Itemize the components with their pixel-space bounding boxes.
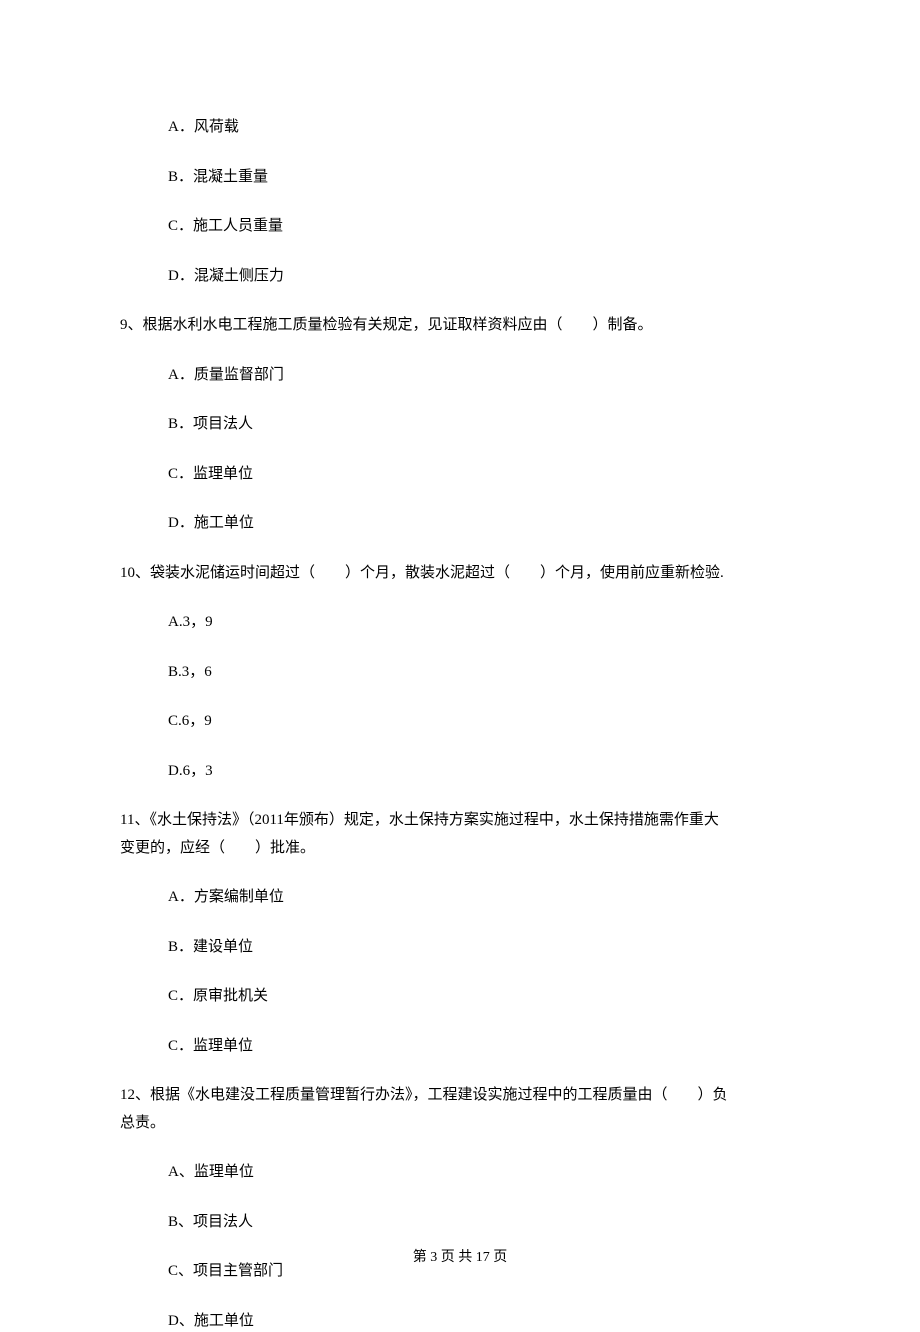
q11-option-c: C．原审批机关 — [120, 985, 800, 1008]
q8-option-c: C．施工人员重量 — [120, 215, 800, 238]
q9-option-d: D．施工单位 — [120, 512, 800, 535]
q9-option-b: B．项目法人 — [120, 413, 800, 436]
q12-stem-line1: 12、根据《水电建没工程质量管理暂行办法》，工程建设实施过程中的工程质量由（ ）… — [120, 1084, 800, 1107]
q8-option-b: B．混凝土重量 — [120, 166, 800, 189]
q12-option-b: B、项目法人 — [120, 1211, 800, 1234]
q11-option-a: A．方案编制单位 — [120, 886, 800, 909]
page-footer: 第 3 页 共 17 页 — [0, 1246, 920, 1266]
q11-option-b: B．建设单位 — [120, 936, 800, 959]
q10-option-b: B.3，6 — [120, 661, 800, 684]
q12-option-a: A、监理单位 — [120, 1161, 800, 1184]
q10-option-a: A.3，9 — [120, 611, 800, 634]
q10-option-d: D.6，3 — [120, 760, 800, 783]
page-content: A．风荷载 B．混凝土重量 C．施工人员重量 D．混凝土侧压力 9、根据水利水电… — [0, 0, 920, 1332]
q12-option-d: D、施工单位 — [120, 1310, 800, 1332]
q11-stem-line2: 变更的，应经（ ）批准。 — [120, 837, 800, 860]
q8-option-a: A．风荷载 — [120, 116, 800, 139]
q9-option-a: A．质量监督部门 — [120, 364, 800, 387]
q12-stem-line2: 总责。 — [120, 1112, 800, 1135]
q8-option-d: D．混凝土侧压力 — [120, 265, 800, 288]
q9-stem: 9、根据水利水电工程施工质量检验有关规定，见证取样资料应由（ ）制备。 — [120, 314, 800, 337]
q11-stem-line1: 11、《水土保持法》（2011年颁布）规定，水土保持方案实施过程中，水土保持措施… — [120, 809, 800, 832]
q11-option-d: C．监理单位 — [120, 1035, 800, 1058]
q10-stem: 10、袋装水泥储运时间超过（ ）个月，散装水泥超过（ ）个月，使用前应重新检验. — [120, 562, 800, 585]
q9-option-c: C．监理单位 — [120, 463, 800, 486]
q10-option-c: C.6，9 — [120, 710, 800, 733]
